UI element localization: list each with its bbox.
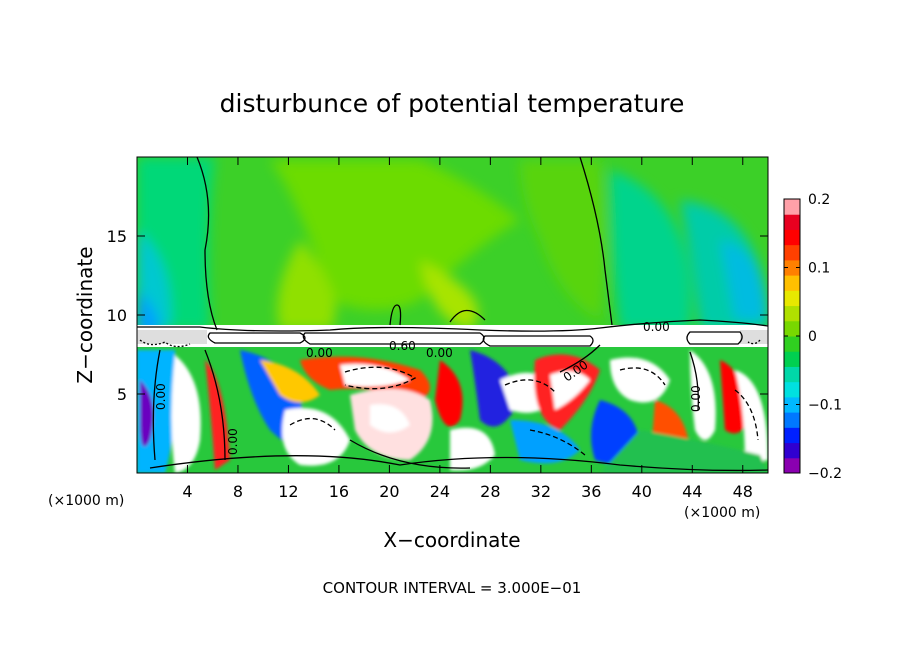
colorbar-swatch bbox=[784, 305, 800, 322]
y-unit-label: (×1000 m) bbox=[48, 493, 124, 509]
x-unit-label: (×1000 m) bbox=[684, 505, 760, 521]
colorbar-swatch bbox=[784, 214, 800, 230]
colorbar-tick-label: 0 bbox=[808, 329, 817, 345]
x-tick-label: 28 bbox=[480, 482, 500, 501]
colorbar-ticks: 0.2 0.1 0 −0.1 −0.2 bbox=[784, 192, 842, 482]
colorbar-swatch bbox=[784, 229, 800, 246]
x-tick-label: 4 bbox=[182, 482, 192, 501]
colorbar-swatch bbox=[784, 457, 800, 474]
upper-field-shading bbox=[137, 157, 768, 335]
colorbar-swatch bbox=[784, 244, 800, 261]
x-tick-label: 12 bbox=[278, 482, 298, 501]
contour-label: 0.00 bbox=[689, 385, 703, 412]
band-edge-left bbox=[137, 330, 207, 344]
x-tick-label: 24 bbox=[430, 482, 450, 501]
contour-label: 0.00 bbox=[154, 383, 168, 410]
colorbar-tick-label: 0.1 bbox=[808, 261, 830, 277]
colorbar-swatch bbox=[784, 381, 800, 398]
contour-label: 0.00 bbox=[306, 346, 333, 360]
x-tick-label: 44 bbox=[682, 482, 702, 501]
colorbar-swatch bbox=[784, 290, 800, 307]
colorbar-swatch bbox=[784, 320, 800, 337]
colorbar-swatch bbox=[784, 427, 800, 444]
colorbar-tick-label: −0.1 bbox=[808, 398, 842, 414]
x-tick-label: 36 bbox=[581, 482, 601, 501]
plot-area: 0.00 0.00 0.60 0.00 0.00 0.00 0.00 0.00 bbox=[137, 157, 768, 473]
contour-label: 0.00 bbox=[643, 320, 670, 334]
contour-interval-note: CONTOUR INTERVAL = 3.000E−01 bbox=[323, 579, 582, 597]
colorbar-swatch bbox=[784, 199, 800, 215]
x-axis: 4 8 12 16 20 24 28 32 36 40 44 48 bbox=[182, 157, 753, 501]
contour-label: 0.60 bbox=[389, 339, 416, 353]
x-tick-label: 16 bbox=[329, 482, 349, 501]
colorbar-swatch bbox=[784, 396, 800, 413]
x-axis-title: X−coordinate bbox=[383, 528, 520, 552]
contour-label: 0.00 bbox=[426, 346, 453, 360]
colorbar bbox=[784, 199, 800, 474]
y-tick-label: 10 bbox=[107, 306, 127, 325]
y-axis: 5 10 15 bbox=[107, 227, 768, 404]
colorbar-swatch bbox=[784, 366, 800, 383]
contour-label: 0.00 bbox=[226, 428, 240, 455]
lower-field-swirls bbox=[137, 350, 768, 473]
band-edge-right bbox=[740, 330, 768, 344]
contour-lines bbox=[137, 157, 768, 472]
x-tick-label: 40 bbox=[632, 482, 652, 501]
chart-title: disturbunce of potential temperature bbox=[220, 89, 685, 118]
x-tick-label: 20 bbox=[379, 482, 399, 501]
colorbar-swatch bbox=[784, 275, 800, 291]
colorbar-swatch bbox=[784, 336, 800, 352]
x-tick-label: 8 bbox=[233, 482, 243, 501]
x-tick-label: 32 bbox=[531, 482, 551, 501]
y-tick-label: 5 bbox=[117, 385, 127, 404]
colorbar-swatch bbox=[784, 351, 800, 367]
y-axis-title: Z−coordinate bbox=[73, 246, 97, 383]
colorbar-swatch bbox=[784, 442, 800, 459]
x-tick-label: 48 bbox=[733, 482, 753, 501]
colorbar-swatch bbox=[784, 412, 800, 428]
y-tick-label: 15 bbox=[107, 227, 127, 246]
colorbar-swatch bbox=[784, 259, 800, 276]
colorbar-tick-label: 0.2 bbox=[808, 192, 830, 208]
colorbar-tick-label: −0.2 bbox=[808, 466, 842, 482]
